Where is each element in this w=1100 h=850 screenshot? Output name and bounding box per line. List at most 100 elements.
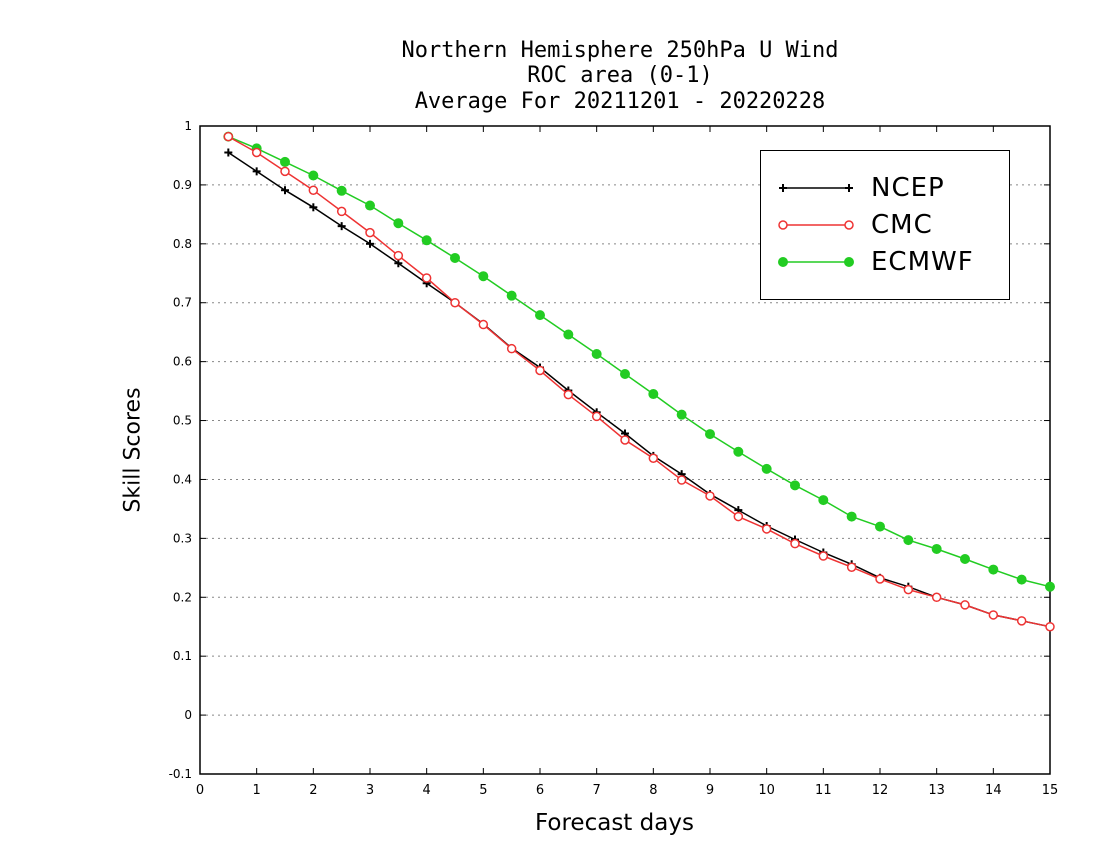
x-tick-label: 0	[196, 783, 204, 798]
data-point-cmc	[705, 491, 715, 501]
data-point-ecmwf	[648, 389, 659, 400]
legend-symbol-ecmwf	[778, 257, 854, 267]
data-point-ecmwf	[308, 170, 319, 181]
data-point-cmc	[336, 206, 347, 217]
data-point-ecmwf	[393, 218, 404, 229]
data-point-ecmwf	[421, 235, 432, 246]
series-line-cmc	[227, 135, 1051, 628]
data-point-cmc	[393, 250, 404, 261]
x-tick-label: 10	[758, 783, 775, 798]
data-point-cmc	[676, 475, 687, 485]
data-point-cmc	[1016, 616, 1027, 626]
data-point-ecmwf	[1045, 581, 1055, 592]
legend-label-ncep: NCEP	[871, 173, 945, 203]
data-point-ecmwf	[761, 463, 772, 474]
y-tick-label: 0.9	[173, 178, 192, 192]
data-point-ecmwf	[960, 553, 970, 564]
x-tick-label: 14	[985, 783, 1002, 798]
data-point-ecmwf	[563, 329, 574, 340]
x-tick-label: 5	[479, 783, 487, 798]
y-tick-label: 0.6	[173, 355, 192, 369]
x-tick-label: 13	[928, 783, 945, 798]
plot-frame	[199, 125, 1051, 775]
data-point-cmc	[790, 538, 800, 549]
data-point-ncep	[252, 167, 261, 176]
x-tick-label: 3	[366, 783, 374, 798]
x-tick-label: 4	[423, 783, 431, 798]
data-point-ecmwf	[280, 156, 290, 167]
legend-symbol-ncep	[779, 184, 853, 192]
legend-symbols	[778, 184, 854, 267]
x-tick-label: 2	[309, 783, 317, 798]
data-point-cmc	[931, 592, 942, 603]
y-tick-label: 0	[184, 708, 192, 722]
data-point-cmc	[761, 524, 772, 534]
legend-label-ecmwf: ECMWF	[871, 247, 974, 277]
series-line-ncep	[227, 151, 1051, 628]
data-point-cmc	[478, 319, 489, 330]
data-point-ncep	[337, 222, 346, 231]
data-point-ncep	[309, 203, 318, 212]
data-point-cmc	[818, 551, 829, 561]
series-layer	[223, 131, 1055, 632]
y-tick-label: 0.3	[173, 531, 192, 545]
x-tick-label: 1	[253, 783, 261, 798]
data-point-cmc	[365, 227, 375, 238]
data-point-cmc	[223, 131, 234, 142]
data-point-cmc	[308, 185, 319, 195]
data-point-cmc	[903, 584, 914, 595]
data-point-cmc	[988, 610, 999, 620]
data-point-ecmwf	[903, 535, 914, 546]
data-point-ecmwf	[591, 348, 602, 359]
data-point-ecmwf	[790, 480, 800, 491]
data-point-ncep	[281, 186, 289, 195]
data-point-cmc	[251, 147, 262, 158]
data-point-ncep	[224, 148, 233, 157]
y-tick-label: 1	[184, 119, 192, 133]
data-point-cmc	[960, 600, 970, 610]
y-axis-title: Skill Scores	[120, 387, 146, 513]
series-ecmwf	[223, 131, 1055, 592]
x-tick-label: 6	[536, 783, 544, 798]
x-tick-label: 7	[593, 783, 601, 798]
data-point-cmc	[280, 166, 290, 177]
y-tick-label: -0.1	[169, 767, 192, 781]
data-point-cmc	[450, 297, 460, 308]
x-axis-title: Forecast days	[535, 810, 694, 836]
legend-symbol-cmc	[778, 220, 854, 230]
data-point-ncep	[394, 259, 403, 268]
data-point-cmc	[506, 343, 517, 354]
x-tick-label: 8	[649, 783, 657, 798]
x-tick-label: 15	[1042, 783, 1059, 798]
data-point-ecmwf	[478, 271, 489, 282]
axis-ticks: -0.100.10.20.30.40.50.60.70.80.910 1 2 3 4 5 6…	[169, 119, 1059, 798]
data-point-ecmwf	[733, 446, 744, 457]
y-tick-label: 0.2	[173, 590, 192, 604]
data-point-cmc	[648, 453, 659, 463]
chart-title-line-3: Average For 20211201 - 20220228	[414, 89, 826, 114]
data-point-ecmwf	[988, 564, 999, 575]
data-point-ecmwf	[931, 543, 942, 554]
data-point-cmc	[535, 365, 545, 376]
data-point-ncep	[366, 239, 374, 248]
data-point-ecmwf	[705, 429, 715, 440]
y-tick-label: 0.8	[173, 237, 192, 251]
data-point-ecmwf	[450, 252, 460, 263]
chart-title-line-1: Northern Hemisphere 250hPa U Wind	[401, 38, 839, 63]
legend-label-cmc: CMC	[871, 210, 933, 240]
data-point-cmc	[591, 411, 602, 422]
data-point-ecmwf	[1016, 574, 1027, 585]
data-point-cmc	[421, 273, 432, 283]
data-point-cmc	[846, 562, 857, 572]
chart-title-line-2: ROC area (0-1)	[527, 63, 713, 88]
data-point-ecmwf	[506, 290, 517, 301]
data-point-cmc	[620, 435, 630, 445]
data-point-ecmwf	[535, 310, 545, 321]
data-point-ecmwf	[818, 495, 829, 506]
data-point-cmc	[733, 511, 744, 522]
data-point-cmc	[875, 574, 885, 584]
data-point-ecmwf	[336, 185, 347, 196]
data-point-ecmwf	[365, 200, 375, 211]
y-tick-label: 0.7	[173, 296, 192, 310]
